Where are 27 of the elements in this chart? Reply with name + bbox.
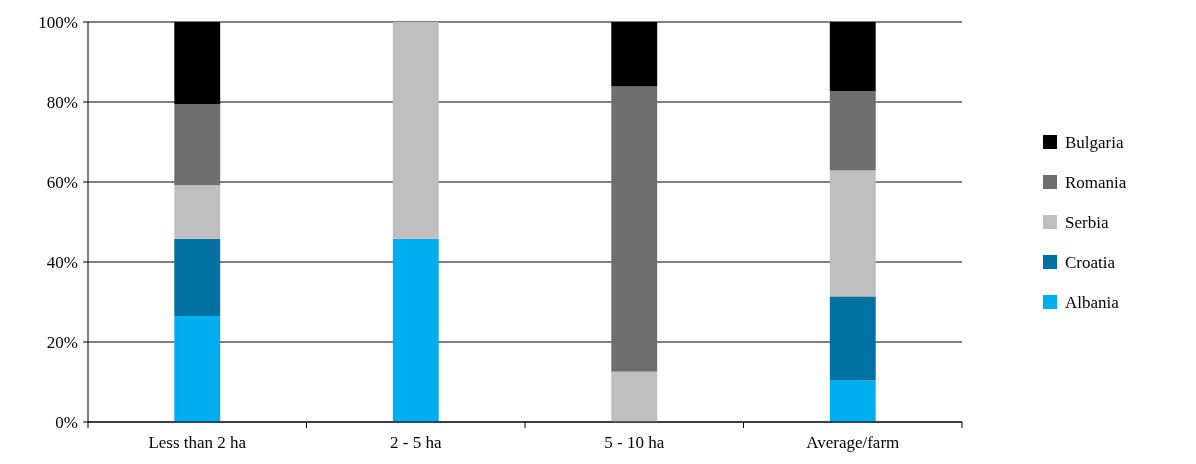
bar [392,22,439,239]
x-tick-label: 2 - 5 ha [390,433,442,452]
legend-label: Serbia [1065,212,1109,232]
bar [174,316,221,422]
y-tick-label: 80% [46,92,78,112]
y-tick-label: 0% [55,412,78,432]
bar [611,371,658,422]
x-tick-label: 5 - 10 ha [604,433,665,452]
bar [174,185,221,239]
bar [611,86,658,372]
legend-label: Albania [1065,292,1120,312]
y-tick-label: 100% [38,12,78,32]
bar [829,170,876,297]
y-tick-label: 40% [46,252,78,272]
y-tick-label: 60% [46,172,78,192]
legend-label: Romania [1065,172,1127,192]
bar [174,104,221,186]
bar [392,238,439,422]
x-tick-label: Less than 2 ha [148,433,247,452]
bar [174,238,221,316]
legend-label: Croatia [1065,252,1116,272]
bar [829,91,876,171]
legend-label: Bulgaria [1065,132,1124,152]
y-tick-label: 20% [46,332,78,352]
bar [829,296,876,381]
x-tick-label: Average/farm [806,433,900,452]
bar [829,380,876,422]
